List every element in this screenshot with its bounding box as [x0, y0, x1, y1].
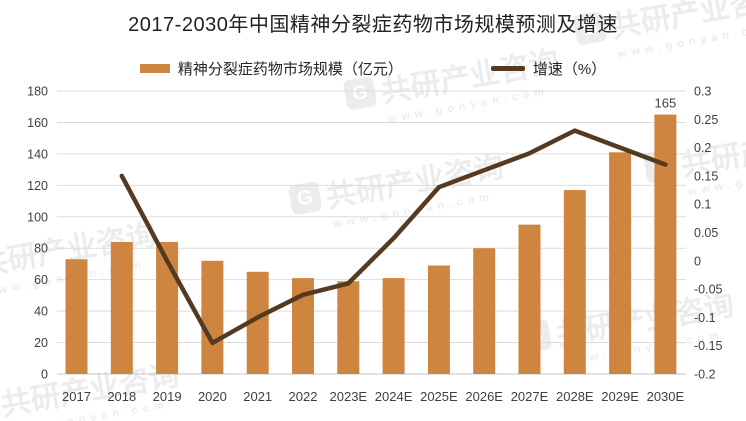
x-axis-category-label: 2029E: [601, 389, 639, 404]
bar-series-swatch: [139, 64, 170, 73]
legend-item-growth: 增速（%）: [490, 58, 607, 79]
left-axis-tick-label: 120: [27, 179, 48, 193]
growth-line: [119, 128, 668, 346]
bar-2024E: [382, 278, 405, 374]
legend-label-market-size: 精神分裂症药物市场规模（亿元）: [177, 61, 403, 78]
bar-data-label: 165: [655, 96, 677, 111]
x-axis-category-label: 2021: [243, 389, 272, 404]
right-axis-tick-label: 0.1: [694, 198, 711, 212]
right-axis-tick-label: 0.25: [694, 113, 718, 127]
legend-label-growth: 增速（%）: [532, 61, 607, 78]
x-axis-category-label: 2020: [198, 389, 227, 404]
right-axis-tick-label: -0.1: [694, 311, 716, 325]
right-axis-tick-label: 0.2: [694, 141, 711, 155]
right-axis-tick-label: 0.3: [694, 85, 711, 99]
line-series-swatch: [490, 66, 525, 71]
left-axis-tick-label: 100: [27, 210, 48, 224]
bar-2026E: [473, 248, 496, 374]
left-axis-tick-label: 20: [34, 336, 48, 350]
x-axis-category-label: 2027E: [511, 389, 549, 404]
x-axis-category-label: 2025E: [420, 389, 458, 404]
right-axis-tick-label: 0.15: [694, 169, 718, 183]
x-axis-category-label: 2026E: [465, 389, 503, 404]
bar-2020: [201, 260, 224, 374]
bar-2018: [110, 241, 133, 374]
right-axis-tick-label: -0.2: [694, 368, 716, 382]
bar-2022: [292, 278, 314, 374]
right-axis-tick-label: 0.05: [694, 226, 718, 240]
left-axis-tick-label: 140: [27, 147, 48, 161]
left-axis-tick-label: 180: [27, 85, 48, 99]
x-axis-category-label: 2022: [289, 389, 318, 404]
left-axis-tick-label: 80: [34, 242, 48, 256]
left-axis-tick-label: 160: [27, 116, 48, 130]
bar-2030E: [654, 114, 677, 374]
bar-2023E: [337, 281, 360, 374]
legend-item-market-size: 精神分裂症药物市场规模（亿元）: [139, 58, 403, 79]
bar-2027E: [518, 224, 541, 374]
legend: 精神分裂症药物市场规模（亿元） 增速（%）: [0, 58, 746, 79]
page-title: 2017-2030年中国精神分裂症药物市场规模预测及增速: [128, 14, 618, 36]
bar-2021: [246, 271, 269, 374]
right-axis-tick-label: -0.15: [694, 339, 723, 353]
x-axis-category-label: 2023E: [330, 389, 368, 404]
x-axis-category-label: 2019: [153, 389, 182, 404]
bar-2028E: [563, 190, 586, 374]
bar-2029E: [609, 152, 632, 374]
left-axis-tick-label: 60: [34, 273, 48, 287]
bar-2025E: [427, 265, 450, 374]
left-axis-tick-label: 40: [34, 305, 48, 319]
x-axis-category-label: 2017: [62, 389, 91, 404]
x-axis-category-label: 2030E: [647, 389, 685, 404]
right-axis-tick-label: 0: [694, 254, 701, 268]
x-axis-category-label: 2018: [107, 389, 136, 404]
x-axis-category-label: 2028E: [556, 389, 594, 404]
bar-2017: [65, 259, 88, 374]
left-axis-tick-label: 0: [41, 368, 48, 382]
x-axis-category-label: 2024E: [375, 389, 413, 404]
right-axis-tick-label: -0.05: [694, 283, 723, 297]
